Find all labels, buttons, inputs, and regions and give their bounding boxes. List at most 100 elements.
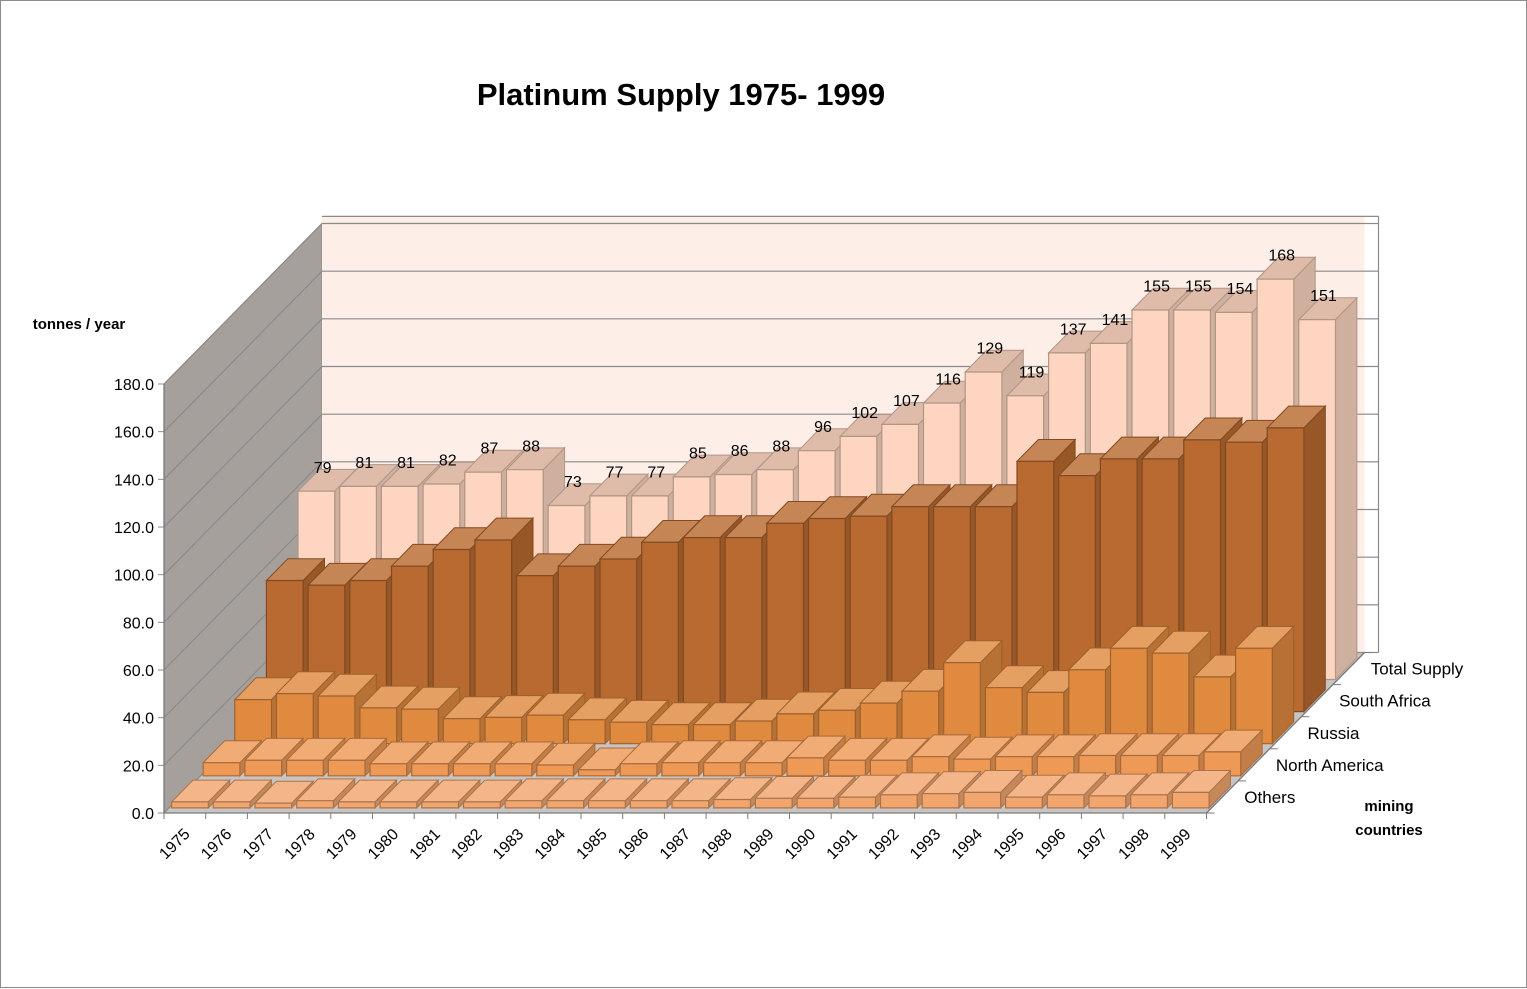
- bar-front: [1068, 669, 1107, 745]
- data-label: 137: [1060, 322, 1087, 339]
- bar-front: [587, 800, 626, 809]
- bar-front: [609, 721, 648, 745]
- x-tick-label: 1996: [1032, 826, 1069, 863]
- data-label: 85: [689, 445, 707, 462]
- bar-front: [317, 695, 356, 745]
- data-label: 154: [1227, 281, 1254, 298]
- x-tick-label: 1992: [865, 826, 902, 863]
- bar-side: [1335, 296, 1358, 681]
- x-tick-label: 1998: [1116, 826, 1153, 863]
- data-label: 77: [606, 465, 624, 482]
- data-label: 116: [935, 372, 961, 389]
- bar-front: [682, 536, 721, 713]
- series-label: Russia: [1308, 724, 1361, 743]
- bar-front: [859, 702, 898, 745]
- y-tick-label: 0.0: [132, 806, 154, 823]
- bar: [1171, 769, 1232, 810]
- series-label: Total Supply: [1371, 660, 1464, 679]
- bar-front: [546, 800, 585, 809]
- x-tick-label: 1980: [365, 826, 402, 863]
- bar: [962, 769, 1024, 810]
- bar-front: [1109, 647, 1148, 745]
- bar-front: [567, 719, 606, 745]
- bar-front: [474, 539, 513, 713]
- x-tick-label: 1991: [824, 826, 861, 863]
- gridline: [163, 270, 1365, 433]
- data-label: 119: [1019, 364, 1045, 381]
- bar: [295, 777, 356, 810]
- y-tick-label: 140.0: [114, 472, 154, 489]
- bar-front: [526, 714, 565, 745]
- y-tick-label: 40.0: [123, 711, 154, 728]
- bar-front: [577, 769, 616, 777]
- x-tick-label: 1978: [282, 826, 319, 863]
- data-label: 86: [731, 443, 749, 460]
- data-label: 141: [1102, 312, 1129, 329]
- bar-front: [1004, 796, 1043, 809]
- bar-front: [212, 801, 251, 809]
- bar: [535, 741, 597, 778]
- x-tick-label: 1984: [532, 826, 569, 863]
- x-tick-label: 1999: [1157, 826, 1194, 863]
- x-tick-label: 1989: [740, 826, 777, 863]
- bar-front: [786, 757, 825, 777]
- x-tick-label: 1986: [615, 826, 652, 863]
- bar: [1266, 404, 1327, 713]
- series-north-america: [202, 728, 1264, 778]
- bar-front: [401, 708, 439, 745]
- y-tick-label: 80.0: [123, 615, 154, 632]
- bar: [785, 734, 847, 778]
- data-label: 155: [1143, 279, 1170, 296]
- bar-front: [943, 661, 982, 745]
- data-label: 151: [1310, 288, 1337, 305]
- data-label: 88: [522, 438, 540, 455]
- y-tick-label: 100.0: [114, 568, 154, 585]
- x-tick-label: 1990: [782, 826, 819, 863]
- y-tick-label: 120.0: [114, 520, 154, 537]
- bar-front: [702, 762, 741, 777]
- bar-front: [713, 798, 752, 809]
- bar-front: [724, 536, 763, 713]
- bar-front: [1046, 794, 1085, 809]
- bar-front: [921, 792, 960, 809]
- bar-front: [619, 763, 658, 777]
- bar-front: [202, 762, 241, 777]
- bar-front: [484, 716, 523, 745]
- bar-front: [807, 517, 846, 713]
- data-label: 73: [564, 474, 582, 491]
- bar-front: [462, 801, 501, 809]
- y-tick-label: 60.0: [123, 663, 154, 680]
- data-label: 107: [893, 393, 920, 410]
- bar-front: [641, 541, 680, 713]
- x-tick-label: 1975: [156, 826, 193, 863]
- bar-front: [734, 720, 773, 745]
- x-tick-label: 1997: [1074, 826, 1111, 863]
- series-south-africa: [265, 404, 1327, 713]
- bar-front: [1130, 794, 1169, 809]
- z-axis-title-line1: mining: [1364, 798, 1413, 815]
- bar-front: [536, 764, 575, 777]
- bar-front: [379, 801, 418, 809]
- bar-front: [327, 759, 366, 777]
- y-tick-label: 160.0: [114, 425, 154, 442]
- x-tick-label: 1995: [991, 826, 1028, 863]
- x-tick-label: 1993: [907, 826, 944, 863]
- x-tick-label: 1988: [699, 826, 736, 863]
- data-label: 81: [355, 455, 373, 472]
- bar-front: [411, 763, 449, 777]
- bar-front: [234, 698, 273, 745]
- bar-front: [296, 800, 334, 809]
- x-tick-label: 1994: [949, 826, 986, 863]
- bar: [1202, 728, 1264, 778]
- bar-front: [1088, 795, 1127, 809]
- bar-front: [369, 763, 408, 777]
- data-label: 87: [481, 441, 499, 458]
- bar-front: [828, 759, 867, 777]
- bar-front: [557, 565, 596, 713]
- data-label: 129: [976, 341, 1003, 358]
- bar-front: [286, 759, 324, 777]
- bar-side: [1303, 404, 1326, 713]
- bar-front: [254, 802, 293, 809]
